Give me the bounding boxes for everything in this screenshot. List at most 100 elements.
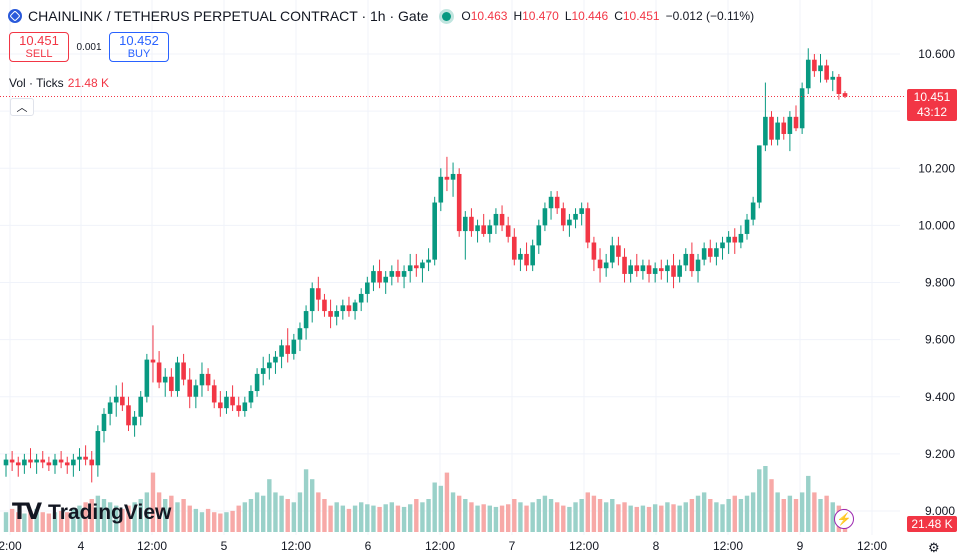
volume-bar: [830, 502, 835, 532]
volume-bar: [432, 482, 437, 532]
candle-body: [95, 431, 101, 466]
candle-body: [420, 262, 425, 269]
volume-bar: [3, 512, 9, 532]
volume-bar: [567, 506, 572, 532]
buy-label: BUY: [127, 48, 151, 60]
candle-body: [389, 271, 395, 277]
volume-bar: [518, 502, 523, 532]
volume-bar: [597, 499, 603, 532]
candle-body: [46, 462, 52, 466]
candle-body: [309, 288, 315, 312]
volume-bar: [16, 512, 21, 532]
x-tick-label: 7: [509, 539, 516, 553]
volume-bar: [187, 505, 192, 532]
candle-body: [805, 59, 811, 89]
volume-bar: [640, 505, 646, 532]
candle-body: [456, 173, 462, 232]
candle-body: [763, 116, 768, 146]
volume-bar: [95, 495, 101, 532]
candle-body: [726, 236, 731, 243]
y-tick-label: 10.000: [918, 218, 955, 232]
candle-body: [328, 311, 333, 317]
candle-body: [567, 219, 572, 226]
candle-body: [530, 245, 535, 266]
candle-body: [579, 208, 584, 214]
volume-legend[interactable]: Vol · Ticks 21.48 K: [9, 76, 109, 90]
candle-body: [481, 225, 486, 234]
volume-bar: [22, 513, 27, 532]
volume-bar: [242, 502, 248, 532]
candle-body: [22, 459, 27, 466]
volume-bar: [224, 512, 229, 532]
lightning-icon[interactable]: ⚡: [834, 509, 854, 529]
volume-bar: [401, 506, 407, 532]
tradingview-logo[interactable]: TV TradingView: [12, 500, 171, 525]
candle-body: [242, 402, 248, 412]
volume-bar: [487, 505, 493, 532]
volume-bar: [726, 499, 731, 532]
candle-body: [138, 396, 144, 417]
candle-body: [732, 236, 738, 243]
candle-body: [303, 311, 309, 329]
candle-body: [548, 196, 554, 209]
volume-bar: [426, 499, 431, 532]
ohlc-low: L10.446: [564, 9, 609, 23]
buy-button[interactable]: 10.452 BUY: [109, 32, 169, 62]
collapse-legend-button[interactable]: ︿: [10, 98, 34, 116]
volume-bar: [254, 492, 260, 532]
volume-bar: [744, 495, 750, 532]
volume-bar: [444, 472, 450, 532]
candle-body: [260, 368, 266, 374]
candle-body: [689, 253, 695, 272]
ohlc-change: −0.012 (−0.11%): [665, 9, 755, 23]
candle-body: [83, 456, 88, 460]
gear-icon[interactable]: ⚙: [928, 540, 940, 555]
candle-body: [799, 88, 805, 129]
volume-bar: [46, 513, 52, 532]
volume-bar: [365, 504, 370, 532]
candle-body: [720, 242, 725, 249]
candle-body: [15, 462, 21, 466]
y-tick-label: 10.200: [918, 161, 955, 175]
sell-button[interactable]: 10.451 SELL: [9, 32, 69, 62]
candle-body: [714, 248, 719, 257]
volume-bar: [328, 505, 333, 532]
volume-bar: [230, 510, 235, 532]
volume-bar: [144, 492, 150, 532]
chainlink-logo-icon: [8, 9, 22, 23]
x-tick-label: 12:00: [425, 539, 455, 553]
volume-bar: [659, 505, 664, 532]
candle-body: [407, 265, 413, 272]
ohlc-close: C10.451: [614, 9, 660, 23]
candle-body: [365, 282, 370, 294]
time-axis[interactable]: 2:00 4 12:00 5 12:00 6 12:00 7 12:00 8 12:00 9 12:00: [0, 539, 887, 553]
last-price-badge: 10.451 43:12: [907, 89, 957, 121]
candle-body: [334, 311, 340, 317]
candle-body: [701, 248, 707, 260]
volume-bar: [261, 495, 266, 532]
candle-body: [658, 268, 664, 272]
volume-bar: [652, 504, 658, 532]
volume-bar: [769, 479, 774, 532]
chevron-up-icon: ︿: [16, 102, 28, 114]
candle-body: [383, 276, 388, 283]
volume-bar: [58, 510, 64, 532]
candle-body: [316, 288, 321, 300]
candle-body: [450, 173, 456, 180]
last-price-value: 10.451: [913, 90, 951, 104]
y-tick-label: 9.000: [925, 504, 955, 518]
x-tick-label: 12:00: [281, 539, 311, 553]
volume-bar: [163, 499, 168, 532]
candle-body: [677, 265, 682, 277]
volume-bar: [806, 475, 811, 532]
candle-body: [297, 328, 303, 340]
volume-bar: [316, 492, 321, 532]
symbol-title[interactable]: CHAINLINK / TETHERUS PERPETUAL CONTRACT …: [28, 8, 429, 24]
volume-bar: [420, 502, 425, 532]
volume-bar: [738, 499, 744, 532]
volume-bar: [824, 495, 829, 532]
candle-body: [775, 122, 780, 140]
x-tick-label: 5: [221, 539, 228, 553]
